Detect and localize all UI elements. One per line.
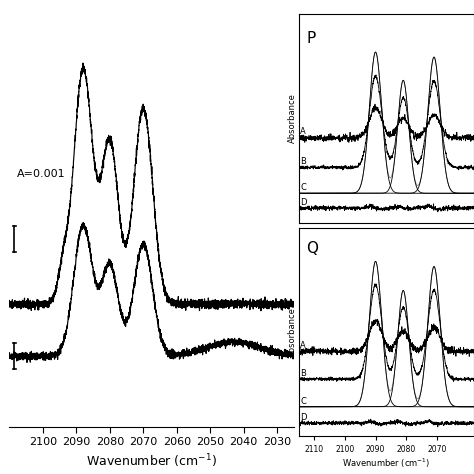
Text: C: C [300,397,306,406]
Y-axis label: Absorbance: Absorbance [288,307,297,357]
Text: B: B [300,369,306,378]
Text: A=0.001: A=0.001 [17,169,65,179]
Text: D: D [300,413,307,422]
Text: B: B [300,157,306,166]
Text: Q: Q [306,241,319,255]
X-axis label: Wavenumber (cm$^{-1}$): Wavenumber (cm$^{-1}$) [342,457,430,470]
Text: A: A [300,341,306,350]
Text: A: A [300,127,306,136]
Text: D: D [300,198,307,207]
Y-axis label: Absorbance: Absorbance [288,93,297,144]
Text: P: P [306,31,316,46]
X-axis label: Wavenumber (cm$^{-1}$): Wavenumber (cm$^{-1}$) [86,453,217,470]
Text: C: C [300,183,306,192]
